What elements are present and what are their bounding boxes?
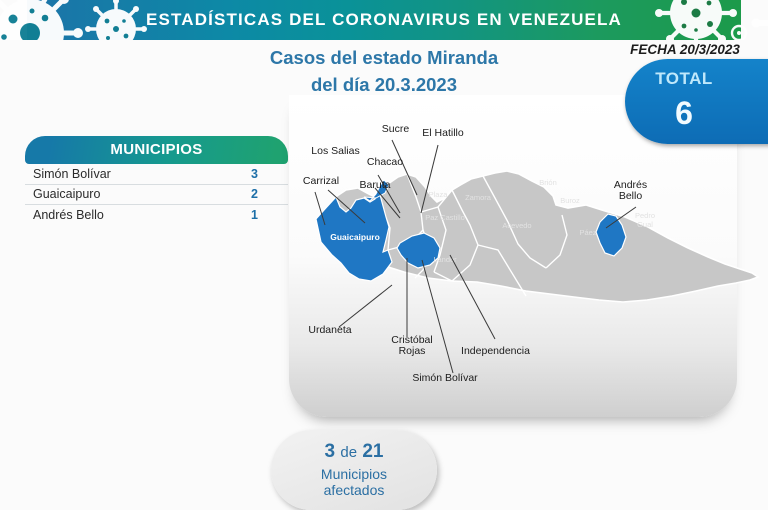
svg-text:Páez: Páez <box>579 228 596 237</box>
svg-text:Zamora: Zamora <box>465 193 492 202</box>
svg-text:Paz Castillo: Paz Castillo <box>425 213 465 222</box>
svg-text:Acevedo: Acevedo <box>502 221 531 230</box>
svg-text:Gual: Gual <box>637 220 653 229</box>
svg-text:Guaicaipuro: Guaicaipuro <box>330 232 380 242</box>
svg-text:Pedro: Pedro <box>635 211 655 220</box>
svg-text:Brión: Brión <box>539 178 557 187</box>
svg-text:Plaza: Plaza <box>429 190 449 199</box>
svg-text:Buroz: Buroz <box>560 196 580 205</box>
